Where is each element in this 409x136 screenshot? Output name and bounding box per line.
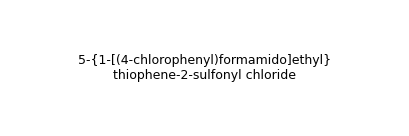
Text: 5-{1-[(4-chlorophenyl)formamido]ethyl}
thiophene-2-sulfonyl chloride: 5-{1-[(4-chlorophenyl)formamido]ethyl} t… xyxy=(78,54,331,82)
